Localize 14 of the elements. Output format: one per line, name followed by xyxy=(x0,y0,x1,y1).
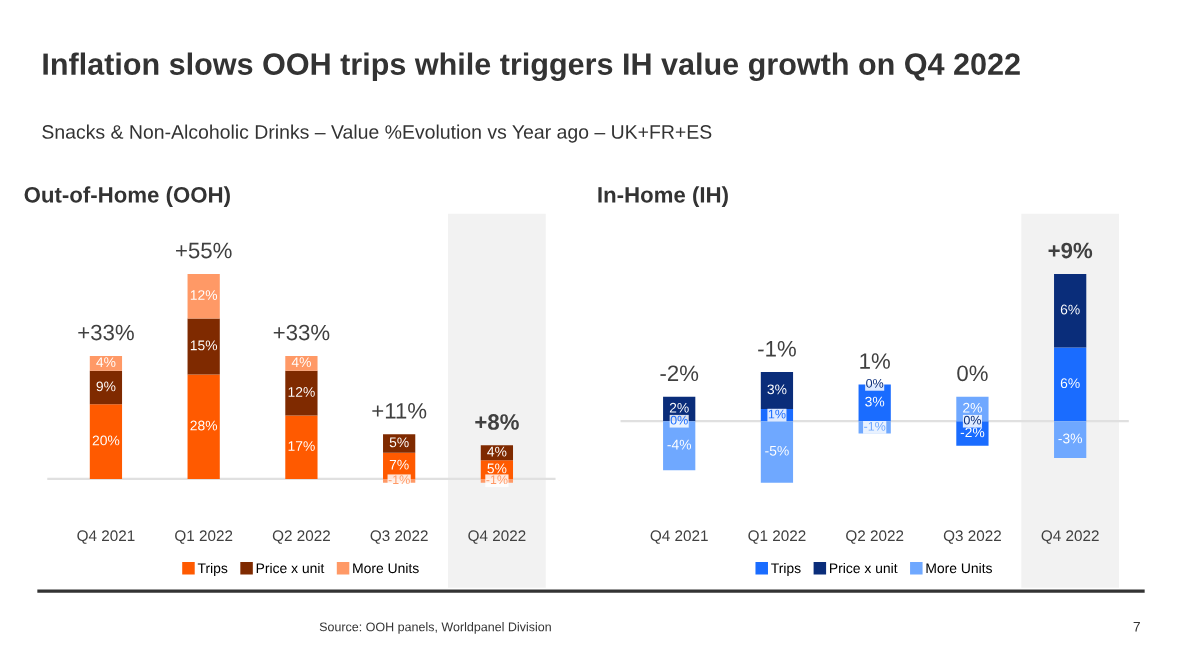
total-label: -2% xyxy=(660,365,699,382)
total-label: -1% xyxy=(758,340,796,357)
total-label: +8% xyxy=(475,414,519,430)
total-label: +55% xyxy=(176,242,232,259)
total-label: 0% xyxy=(957,365,988,382)
text: Snacks & Non-Alcoholic Drinks – Value %Evolution vs Year ago – UK+FR+ES xyxy=(42,124,712,143)
total-label: 1% xyxy=(860,353,890,369)
chart-title: In-Home (IH) xyxy=(598,186,728,208)
text: Inflation slows OOH trips while triggers IH value growth on Q4 2022 xyxy=(43,52,1020,82)
total-label: +33% xyxy=(78,324,134,341)
chart-title: Out-of-Home (OOH) xyxy=(24,186,230,208)
total-label: +9% xyxy=(1048,242,1093,259)
total-label: +11% xyxy=(372,403,427,419)
total-label: +33% xyxy=(273,324,330,341)
